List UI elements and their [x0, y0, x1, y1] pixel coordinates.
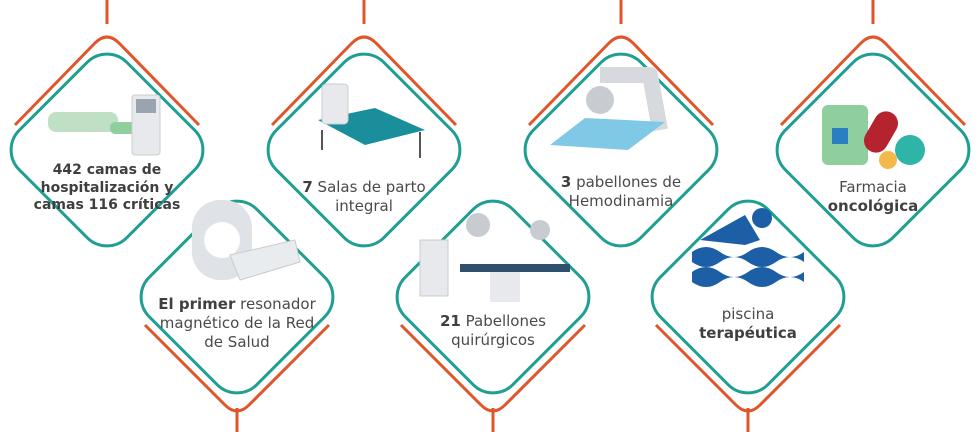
- infographic: 442 camas de hospitalización y camas 116…: [0, 0, 979, 432]
- label-part: 3: [561, 173, 571, 191]
- bed-icon: [48, 95, 160, 155]
- item-label: 21 Pabellones quirúrgicos: [418, 312, 568, 350]
- label-part: Farmacia: [839, 178, 907, 196]
- graphics: [0, 0, 979, 432]
- surgery-icon: [420, 213, 570, 302]
- pharmacy-icon: [822, 105, 925, 169]
- label-part: pabellones de Hemodinamia: [569, 173, 681, 210]
- delivery-bed-icon: [318, 84, 425, 158]
- label-part: piscina: [722, 305, 775, 323]
- item-label: piscina terapéutica: [688, 305, 808, 343]
- item-label: 3 pabellones de Hemodinamia: [551, 173, 691, 211]
- label-part: Salas de parto integral: [318, 178, 426, 215]
- label-part: 442 camas de hospitalización y camas 116…: [34, 162, 181, 213]
- chevron: [781, 37, 965, 125]
- item-label: 442 camas de hospitalización y camas 116…: [32, 162, 182, 215]
- item-label: Farmacia oncológica: [818, 178, 928, 216]
- label-part: 7: [302, 178, 312, 196]
- label-part: 21: [440, 312, 461, 330]
- mri-icon: [192, 200, 300, 280]
- label-part: Pabellones quirúrgicos: [451, 312, 546, 349]
- label-part: terapéutica: [699, 324, 797, 342]
- chevron: [15, 37, 199, 125]
- diamond-frame: [0, 43, 214, 258]
- label-part: oncológica: [828, 197, 919, 215]
- label-part: El primer: [158, 295, 235, 313]
- diamond-frame: [257, 43, 472, 258]
- swim-icon: [692, 208, 804, 287]
- item-label: El primer resonador magnético de la Red …: [157, 295, 317, 351]
- item-label: 7 Salas de parto integral: [294, 178, 434, 216]
